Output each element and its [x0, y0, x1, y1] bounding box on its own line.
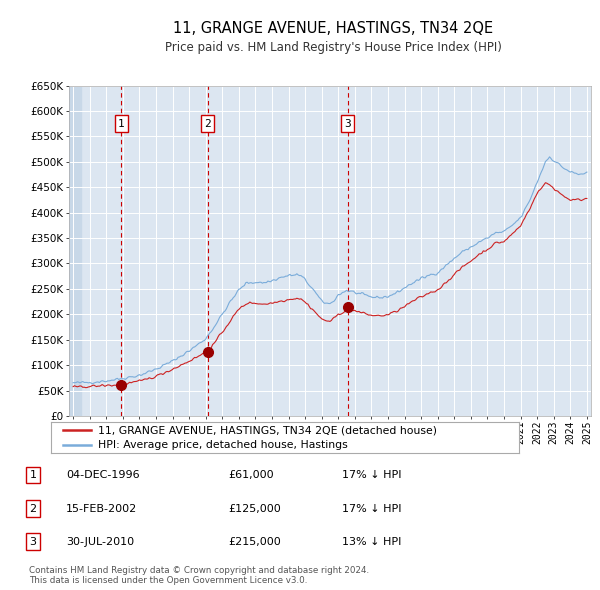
Text: 17% ↓ HPI: 17% ↓ HPI: [342, 470, 401, 480]
Text: 11, GRANGE AVENUE, HASTINGS, TN34 2QE: 11, GRANGE AVENUE, HASTINGS, TN34 2QE: [173, 21, 493, 35]
Text: 2: 2: [205, 119, 211, 129]
Text: Contains HM Land Registry data © Crown copyright and database right 2024.
This d: Contains HM Land Registry data © Crown c…: [29, 566, 369, 585]
Text: HPI: Average price, detached house, Hastings: HPI: Average price, detached house, Hast…: [98, 440, 347, 450]
Text: 15-FEB-2002: 15-FEB-2002: [66, 504, 137, 513]
Text: 30-JUL-2010: 30-JUL-2010: [66, 537, 134, 546]
Text: £125,000: £125,000: [228, 504, 281, 513]
Text: £215,000: £215,000: [228, 537, 281, 546]
Text: 3: 3: [344, 119, 352, 129]
Text: 13% ↓ HPI: 13% ↓ HPI: [342, 537, 401, 546]
Text: 1: 1: [29, 470, 37, 480]
Text: 17% ↓ HPI: 17% ↓ HPI: [342, 504, 401, 513]
Text: Price paid vs. HM Land Registry's House Price Index (HPI): Price paid vs. HM Land Registry's House …: [164, 41, 502, 54]
Text: 3: 3: [29, 537, 37, 546]
Text: 1: 1: [118, 119, 125, 129]
Text: 04-DEC-1996: 04-DEC-1996: [66, 470, 140, 480]
Bar: [65, 86, 80, 416]
Text: 2: 2: [29, 504, 37, 513]
Text: £61,000: £61,000: [228, 470, 274, 480]
Text: 11, GRANGE AVENUE, HASTINGS, TN34 2QE (detached house): 11, GRANGE AVENUE, HASTINGS, TN34 2QE (d…: [98, 425, 437, 435]
